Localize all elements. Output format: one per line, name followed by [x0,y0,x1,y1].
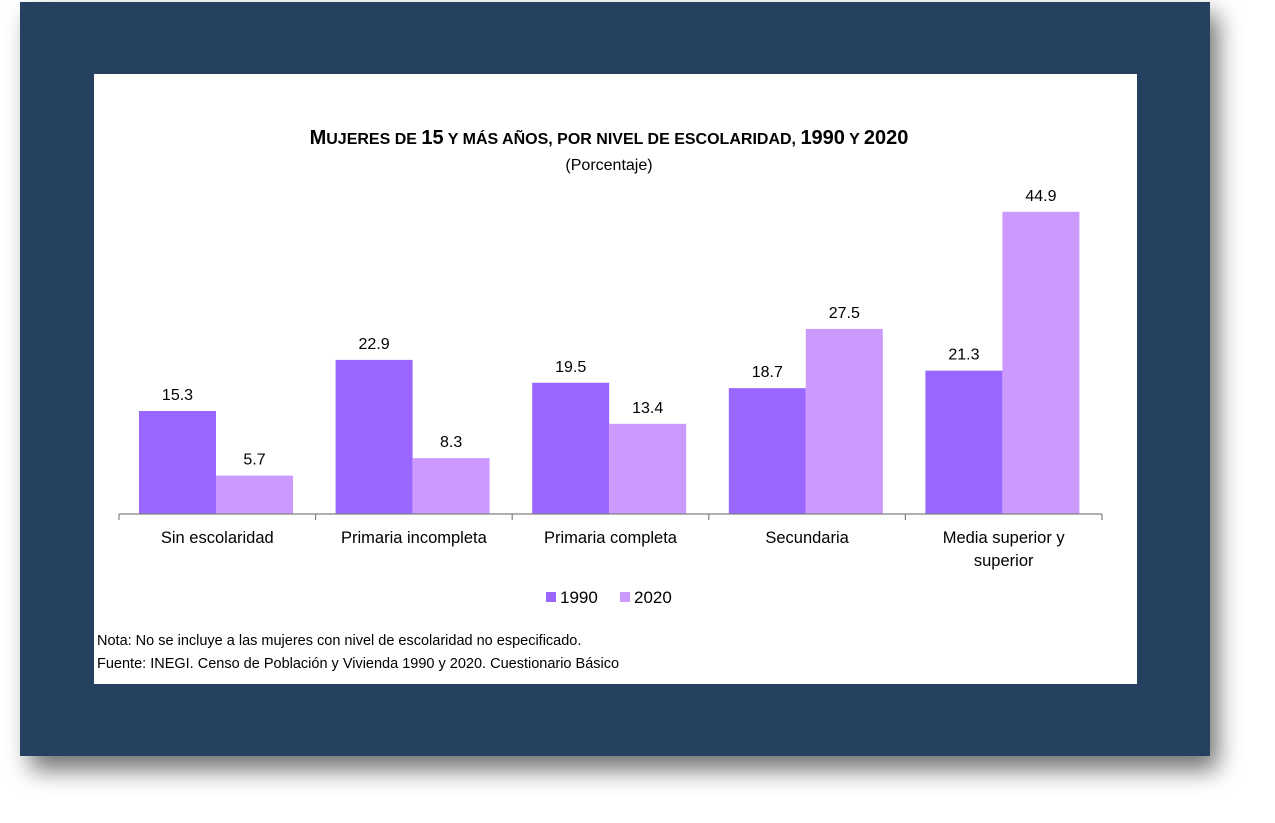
legend: 1990 2020 [546,588,672,607]
bars-group [139,211,1080,514]
note-text: Nota: No se incluye a las mujeres con ni… [97,633,581,649]
chart-subtitle: (Porcentaje) [565,157,652,174]
x-axis [118,513,1103,520]
category-label-0: Sin escolaridad [161,529,274,547]
bar-1990-0 [139,411,216,514]
value-label-2020-3: 27.5 [829,305,860,322]
title-part: Y MÁS AÑOS, POR NIVEL DE ESCOLARIDAD, [444,128,801,148]
title-part: Y [845,131,864,148]
value-labels-group: 15.3 5.7 22.9 8.3 19.5 13.4 18.7 27.5 21.3 44.9 [162,188,1057,469]
legend-label-2020: 2020 [634,588,672,607]
bar-2020-1 [412,458,490,514]
title-part: 2020 [864,127,909,149]
legend-label-1990: 1990 [560,588,598,607]
bar-1990-3 [728,388,806,514]
category-label-line: Primaria completa [544,529,678,547]
value-label-2020-1: 8.3 [440,434,462,451]
chart-panel: MUJERES DE 15 Y MÁS AÑOS, POR NIVEL DE E… [94,74,1137,684]
chart-title: MUJERES DE 15 Y MÁS AÑOS, POR NIVEL DE E… [310,127,909,149]
category-label-2: Primaria completa [544,529,678,547]
category-label-4: Media superior y superior [943,529,1066,570]
value-label-1990-2: 19.5 [555,359,586,376]
category-label-3: Secundaria [765,529,849,547]
value-label-2020-0: 5.7 [243,452,265,469]
category-labels-group: Sin escolaridad Primaria incompleta Primar… [161,529,1066,570]
value-label-2020-4: 44.9 [1025,188,1056,205]
category-label-line: Media superior y [943,529,1066,547]
bar-1990-2 [532,382,610,514]
value-label-2020-2: 13.4 [632,400,663,417]
value-label-1990-4: 21.3 [948,347,979,364]
title-part: 15 [421,127,443,149]
category-label-line: Sin escolaridad [161,529,274,547]
bar-2020-0 [216,475,293,514]
value-label-1990-0: 15.3 [162,387,193,404]
title-part: UJERES DE [326,131,421,148]
category-label-line: Primaria incompleta [341,529,488,547]
bar-1990-4 [925,370,1003,514]
bar-1990-1 [335,359,413,514]
title-part: M [310,127,327,149]
category-label-1: Primaria incompleta [341,529,488,547]
bar-2020-4 [1002,211,1080,514]
source-text: Fuente: INEGI. Censo de Población y Vivi… [97,656,619,672]
bar-2020-2 [609,423,687,514]
title-part: 1990 [800,127,845,149]
legend-swatch-2020 [620,592,630,602]
legend-swatch-1990 [546,592,556,602]
bar-chart: MUJERES DE 15 Y MÁS AÑOS, POR NIVEL DE E… [97,127,1103,672]
category-label-line: Secundaria [765,529,849,547]
value-label-1990-1: 22.9 [359,336,390,353]
value-label-1990-3: 18.7 [752,364,783,381]
category-label-line: superior [974,552,1034,570]
bar-2020-3 [805,328,883,514]
